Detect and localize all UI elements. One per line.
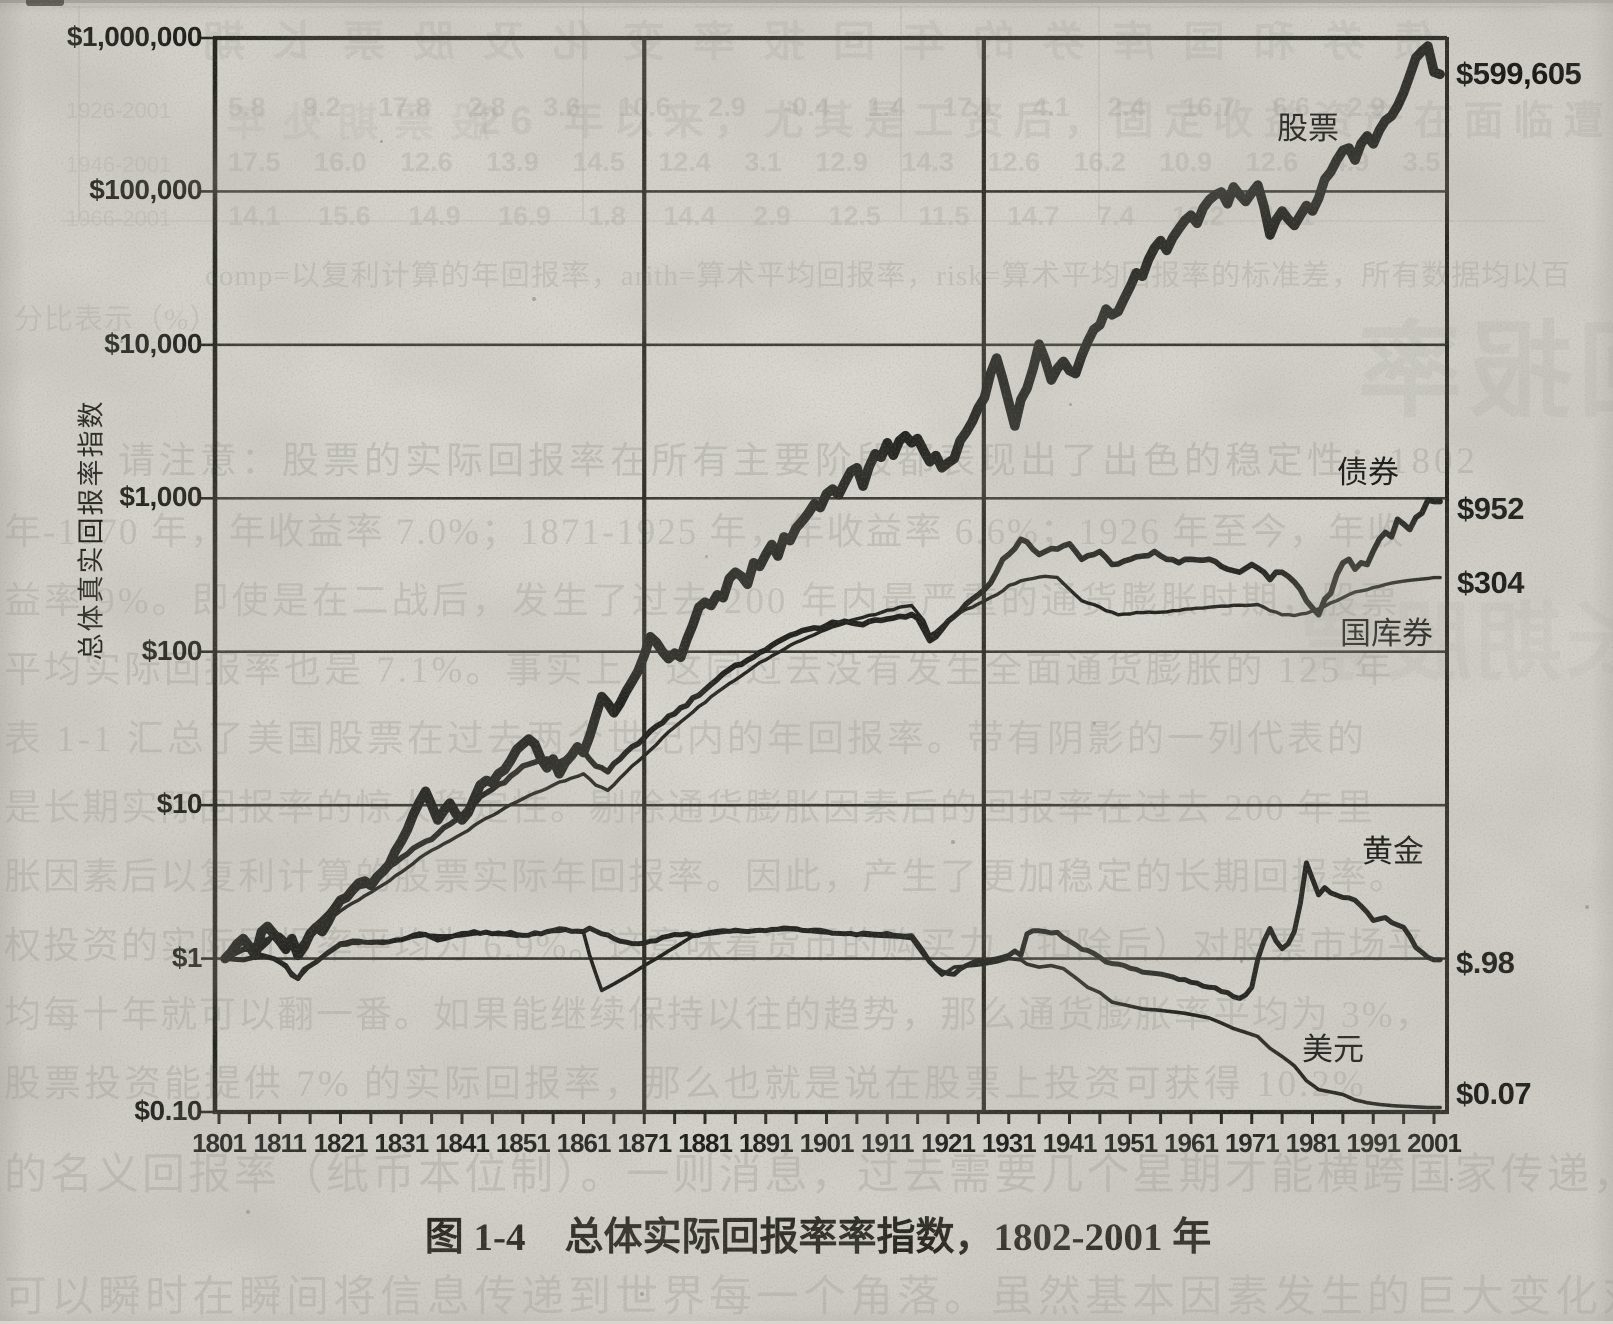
- y-axis-label: $10,000: [104, 327, 202, 359]
- scan-speck: [1093, 722, 1096, 725]
- series-label-dollar: 美元: [1302, 1032, 1364, 1067]
- series-line-bills: [223, 574, 1442, 961]
- end-value-bills: $304: [1457, 565, 1524, 600]
- y-axis-label: $10: [156, 788, 203, 820]
- y-axis-title: 总体真实回报率指数: [76, 399, 107, 661]
- scan-speck: [1450, 1178, 1453, 1181]
- end-value-stocks: $599,605: [1456, 56, 1582, 91]
- scan-speck: [120, 340, 123, 343]
- scan-speck: [1585, 905, 1589, 909]
- y-axis-label: $1,000: [119, 481, 202, 513]
- scan-speck: [705, 555, 708, 558]
- end-value-gold: $.98: [1456, 945, 1515, 980]
- scan-speck: [532, 297, 536, 301]
- scan-speck: [1240, 960, 1243, 963]
- scan-speck: [951, 840, 955, 844]
- scan-speck: [1069, 403, 1072, 406]
- y-axis-label: $1,000,000: [66, 21, 203, 52]
- x-axis-label: 2001: [1407, 1128, 1462, 1158]
- series-label-gold: 黄金: [1362, 834, 1424, 869]
- end-value-bonds: $952: [1457, 491, 1524, 526]
- series-label-bonds: 债券: [1337, 455, 1399, 490]
- y-axis-label: $100,000: [89, 174, 202, 206]
- y-axis-label: $0.10: [134, 1095, 202, 1126]
- end-value-dollar: $0.07: [1456, 1076, 1532, 1111]
- scan-speck: [246, 1210, 250, 1214]
- y-axis-label: $100: [141, 634, 203, 666]
- series-label-stocks: 股票: [1277, 111, 1339, 146]
- series-line-stocks: [220, 41, 1445, 964]
- scan-speck: [640, 1292, 644, 1296]
- scan-edge-shadow: [0, 0, 1613, 3]
- scan-speck: [380, 140, 383, 143]
- y-axis-label: $1: [171, 941, 203, 973]
- series-line-gold: [222, 860, 1443, 1001]
- series-label-bills: 国库券: [1340, 616, 1433, 651]
- figure-caption: 图 1-4 总体实际回报率率指数，1802-2001 年: [424, 1216, 1212, 1259]
- series-line-bonds: [222, 497, 1443, 962]
- scan-edge-mark: [26, 0, 64, 6]
